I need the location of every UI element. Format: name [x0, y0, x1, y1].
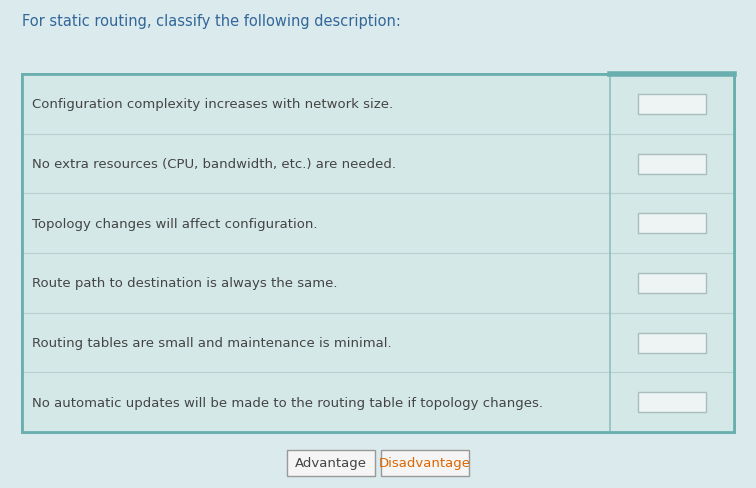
Bar — [381, 450, 469, 476]
Text: Disadvantage: Disadvantage — [379, 457, 471, 469]
Bar — [638, 95, 706, 115]
Bar — [22, 75, 734, 432]
Text: For static routing, classify the following description:: For static routing, classify the followi… — [22, 14, 401, 29]
Bar — [22, 75, 610, 134]
Bar — [22, 372, 610, 432]
Text: Routing tables are small and maintenance is minimal.: Routing tables are small and maintenance… — [32, 336, 392, 349]
Text: Route path to destination is always the same.: Route path to destination is always the … — [32, 277, 337, 290]
Bar — [287, 450, 375, 476]
Text: No automatic updates will be made to the routing table if topology changes.: No automatic updates will be made to the… — [32, 396, 543, 409]
Bar — [610, 75, 734, 134]
Text: No extra resources (CPU, bandwidth, etc.) are needed.: No extra resources (CPU, bandwidth, etc.… — [32, 158, 396, 171]
Text: Advantage: Advantage — [295, 457, 367, 469]
Bar — [610, 372, 734, 432]
Bar — [22, 194, 610, 253]
Bar — [638, 333, 706, 353]
Bar — [638, 273, 706, 293]
Bar — [22, 313, 610, 372]
Bar — [610, 253, 734, 313]
Bar — [22, 134, 610, 194]
Bar — [22, 253, 610, 313]
Bar — [610, 194, 734, 253]
Bar — [610, 313, 734, 372]
Bar — [22, 75, 734, 432]
Bar — [638, 214, 706, 234]
Text: Topology changes will affect configuration.: Topology changes will affect configurati… — [32, 217, 318, 230]
Bar — [610, 134, 734, 194]
Bar — [638, 392, 706, 412]
Text: Configuration complexity increases with network size.: Configuration complexity increases with … — [32, 98, 393, 111]
Bar — [638, 154, 706, 174]
